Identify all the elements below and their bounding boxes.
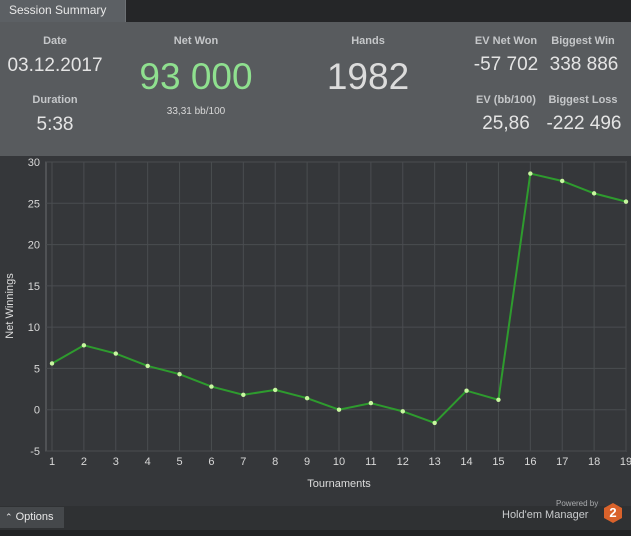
data-point: [368, 400, 374, 406]
date-label: Date: [43, 35, 67, 47]
y-tick-label: 15: [28, 281, 40, 293]
x-axis-label: Tournaments: [307, 478, 371, 490]
x-tick-label: 14: [460, 456, 472, 468]
y-tick-label: 25: [28, 198, 40, 210]
data-point: [560, 178, 565, 184]
bottom-border: [0, 530, 631, 536]
x-tick-label: 17: [556, 456, 568, 468]
net-won-value: 93 000: [139, 56, 253, 97]
x-tick-label: 1: [49, 456, 55, 468]
data-point: [49, 361, 55, 366]
data-point: [528, 171, 533, 176]
x-tick-label: 8: [272, 456, 278, 468]
data-point: [591, 191, 597, 196]
x-tick-label: 13: [429, 456, 441, 468]
session-summary-panel: Date 03.12.2017 Duration 5:38 Net Won 93…: [0, 22, 631, 156]
x-tick-label: 12: [397, 456, 409, 468]
data-point: [464, 388, 469, 393]
data-point: [400, 409, 405, 414]
x-tick-label: 15: [492, 456, 504, 468]
data-point: [496, 397, 501, 403]
x-tick-label: 16: [524, 456, 536, 468]
hands-label: Hands: [351, 35, 385, 47]
tab-session-summary[interactable]: Session Summary: [0, 0, 126, 22]
y-tick-labels: -5 0 5 10 15 20 25 30: [28, 157, 40, 458]
biggest-win-label: Biggest Win: [551, 35, 615, 47]
powered-by-label: Powered by: [556, 499, 599, 508]
y-tick-label: -5: [30, 446, 40, 458]
net-won-bb-per-100: 33,31 bb/100: [166, 106, 226, 117]
data-point: [241, 392, 246, 398]
ev-bb-value: 25,86: [482, 113, 530, 134]
biggest-win-value: 338 886: [549, 54, 619, 75]
ev-bb-label: EV (bb/100): [476, 94, 536, 106]
ev-net-won-value: -57 702: [473, 54, 539, 75]
x-tick-label: 7: [240, 456, 246, 468]
x-tick-label: 18: [588, 456, 600, 468]
duration-value: 5:38: [36, 114, 74, 135]
x-tick-label: 2: [81, 456, 87, 468]
net-winnings-chart: -5 0 5 10 15 20 25 30 1 2 3 4 5 6 7 8 9 10 11 12 13 14 15 16 17…: [0, 156, 631, 506]
ev-net-won-label: EV Net Won: [474, 35, 538, 47]
data-point: [145, 363, 150, 369]
x-tick-label: 5: [176, 456, 182, 468]
x-tick-label: 19: [620, 456, 631, 468]
hands-value: 1982: [326, 56, 410, 97]
biggest-loss-value: -222 496: [546, 113, 622, 134]
options-button[interactable]: ⌃ Options: [0, 507, 64, 528]
x-tick-label: 9: [304, 456, 310, 468]
x-tick-label: 4: [145, 456, 151, 468]
x-tick-label: 11: [365, 456, 376, 468]
biggest-loss-label: Biggest Loss: [548, 94, 618, 106]
x-tick-label: 10: [333, 456, 345, 468]
top-bar: [0, 0, 631, 22]
duration-label: Duration: [32, 94, 78, 106]
y-tick-label: 20: [28, 240, 40, 252]
y-axis-label: Net Winnings: [4, 273, 16, 339]
data-point: [336, 407, 342, 412]
data-point: [273, 387, 278, 393]
chart-grid: [45, 161, 627, 452]
data-point: [113, 351, 118, 356]
y-tick-label: 0: [34, 405, 40, 417]
y-tick-label: 30: [28, 157, 40, 169]
data-point: [81, 343, 87, 348]
series-points: [49, 171, 629, 426]
x-tick-label: 3: [113, 456, 119, 468]
plot-area: [45, 161, 627, 452]
y-tick-label: 5: [34, 363, 40, 375]
options-label: Options: [15, 511, 54, 523]
chevron-up-icon: ⌃: [5, 512, 13, 522]
data-point: [432, 420, 437, 426]
x-tick-labels: 1 2 3 4 5 6 7 8 9 10 11 12 13 14 15 16 17 18 19: [49, 456, 631, 468]
holdem-manager-logo-icon: 2: [604, 503, 622, 523]
data-point: [177, 372, 182, 377]
data-point: [209, 384, 214, 389]
x-tick-label: 6: [208, 456, 214, 468]
brand-label: Hold'em Manager: [502, 509, 589, 521]
net-won-label: Net Won: [173, 35, 219, 47]
data-point: [623, 199, 629, 204]
y-tick-label: 10: [28, 322, 40, 334]
data-point: [304, 395, 310, 401]
date-value: 03.12.2017: [7, 55, 103, 76]
